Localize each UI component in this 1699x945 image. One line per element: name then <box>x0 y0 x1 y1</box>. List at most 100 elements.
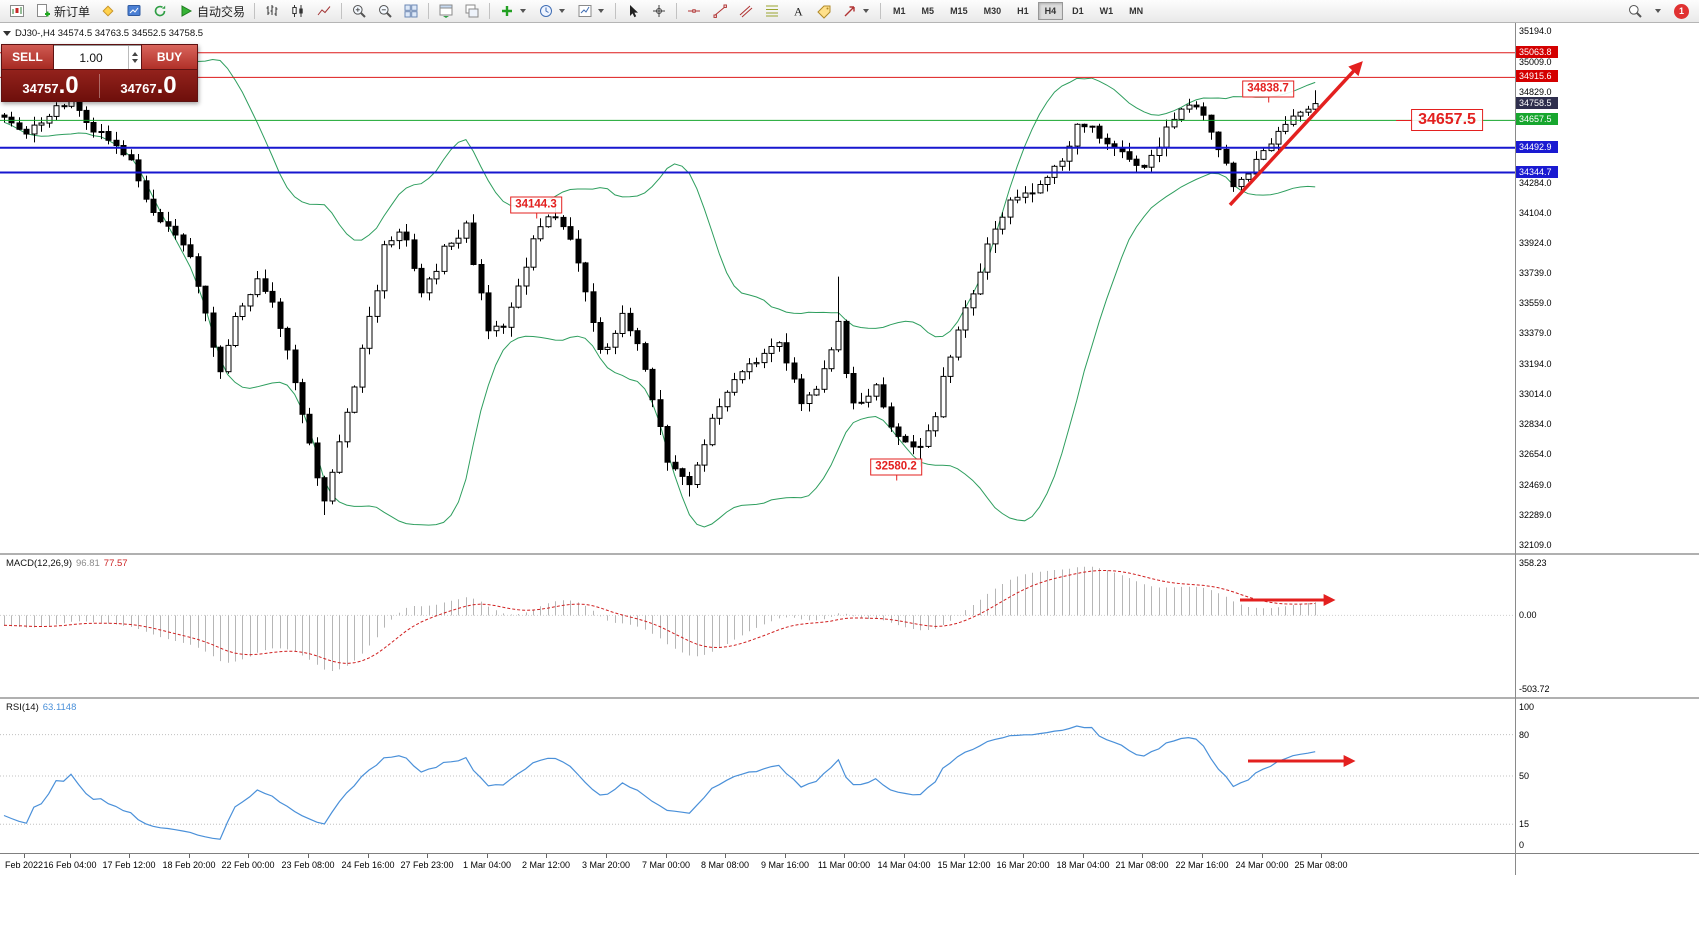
strategy-tester-button[interactable] <box>147 1 173 21</box>
fibonacci-button[interactable] <box>759 1 785 21</box>
templates-button[interactable] <box>572 1 611 21</box>
search-button[interactable] <box>1622 1 1648 21</box>
cascade-windows-button[interactable] <box>459 1 485 21</box>
arrange-windows-button[interactable] <box>433 1 459 21</box>
time-tick <box>487 854 488 858</box>
volume-down-button[interactable] <box>132 59 138 63</box>
oneclick-toggle-icon[interactable] <box>3 31 11 36</box>
macd-label: MACD(12,26,9) 96.81 77.57 <box>6 558 128 569</box>
notification-badge[interactable]: 1 <box>1674 3 1689 19</box>
volume-up-button[interactable] <box>132 52 138 56</box>
time-axis-label: 27 Feb 23:00 <box>400 860 454 870</box>
price-annotation[interactable]: 34657.5 <box>1396 109 1483 131</box>
time-tick <box>1023 854 1024 858</box>
timeframe-m1-button[interactable]: M1 <box>893 6 906 16</box>
price-annotation[interactable]: 34144.3 <box>510 196 562 219</box>
price-axis-label: 33014.0 <box>1519 389 1552 400</box>
timeframe-h1-button[interactable]: H1 <box>1017 6 1029 16</box>
time-tick <box>844 854 845 858</box>
chevron-down-icon <box>520 9 527 13</box>
time-axis-label: 14 Mar 04:00 <box>877 860 931 870</box>
new-chart-button[interactable] <box>4 1 30 21</box>
time-axis-label: 16 Feb 04:00 <box>43 860 97 870</box>
price-badge: 35063.8 <box>1516 45 1558 58</box>
time-axis-label: 11 Mar 00:00 <box>817 860 871 870</box>
text-label-button[interactable] <box>811 1 837 21</box>
timeframe-d1-button[interactable]: D1 <box>1072 6 1084 16</box>
sell-button[interactable]: SELL <box>2 45 54 69</box>
line-icon <box>316 3 332 19</box>
price-badge: 34657.5 <box>1516 113 1558 126</box>
symbol-ohlc-label: DJ30-,H4 34574.5 34763.5 34552.5 34758.5 <box>15 28 204 39</box>
price-axis[interactable]: 35194.035009.034829.034649.034284.034104… <box>1516 23 1698 553</box>
price-axis-label: 33194.0 <box>1519 359 1552 370</box>
price-annotation[interactable]: 34838.7 <box>1242 80 1294 103</box>
metaeditor-icon <box>100 3 116 19</box>
timeframe-m15-button[interactable]: M15 <box>950 6 968 16</box>
timeframe-h4-button[interactable]: H4 <box>1037 2 1064 20</box>
price-chart-pane[interactable]: DJ30-,H4 34574.5 34763.5 34552.5 34758.5… <box>0 23 1699 553</box>
buy-button[interactable]: BUY <box>141 45 197 69</box>
tile-windows-button[interactable] <box>398 1 424 21</box>
price-axis-label: 34104.0 <box>1519 207 1552 218</box>
periods-button[interactable] <box>533 1 572 21</box>
timeframe-w1-button[interactable]: W1 <box>1099 6 1114 16</box>
arrows-shapes-button[interactable] <box>837 1 876 21</box>
time-tick <box>1321 854 1322 858</box>
macd-signal-value: 77.57 <box>103 558 128 569</box>
svg-text:A: A <box>794 5 803 19</box>
rsi-axis-label: 50 <box>1519 771 1530 781</box>
timeframe-mn-button[interactable]: MN <box>1129 6 1144 16</box>
bar-chart-button[interactable] <box>259 1 285 21</box>
candlestick-chart-button[interactable] <box>285 1 311 21</box>
timeframe-m5-button[interactable]: M5 <box>921 6 935 16</box>
time-axis-label: 17 Feb 12:00 <box>102 860 156 870</box>
macd-pane[interactable]: MACD(12,26,9) 96.81 77.57 358.23 0.00 -503.7… <box>0 553 1699 697</box>
price-axis-label: 35009.0 <box>1519 56 1552 67</box>
label-icon <box>816 3 832 19</box>
horizontal-line-button[interactable] <box>681 1 707 21</box>
time-axis-label: 22 Feb 00:00 <box>221 860 275 870</box>
time-axis-label: 8 Mar 08:00 <box>700 860 750 870</box>
line-chart-button[interactable] <box>311 1 337 21</box>
price-axis-label: 34829.0 <box>1519 86 1552 97</box>
rsi-pane[interactable]: RSI(14) 63.1148 100 80 50 15 0 <box>0 697 1699 853</box>
sell-price-frac: .0 <box>58 71 79 99</box>
new-order-button[interactable]: 新订单 <box>30 1 95 21</box>
toolbar-more-button[interactable] <box>1648 1 1668 21</box>
hline-icon <box>686 3 702 19</box>
search-icon <box>1627 3 1643 19</box>
price-annotation[interactable]: 32580.2 <box>870 458 922 481</box>
new-order-icon <box>35 3 51 19</box>
terminal-button[interactable] <box>121 1 147 21</box>
time-axis-label: 15 Mar 12:00 <box>937 860 991 870</box>
zoom-in-button[interactable] <box>346 1 372 21</box>
price-axis-label: 34284.0 <box>1519 177 1552 188</box>
autotrading-button[interactable]: 自动交易 <box>173 1 250 21</box>
timeframe-m30-button[interactable]: M30 <box>983 6 1002 16</box>
toolbar-separator <box>880 3 882 19</box>
price-axis-label: 32469.0 <box>1519 480 1552 491</box>
indicators-button[interactable] <box>494 1 533 21</box>
cursor-icon <box>625 3 641 19</box>
macd-chart[interactable] <box>0 555 1515 697</box>
trendline-button[interactable] <box>707 1 733 21</box>
rsi-axis-label: 15 <box>1519 819 1530 830</box>
buy-price-frac: .0 <box>156 71 177 99</box>
metaeditor-button[interactable] <box>95 1 121 21</box>
macd-name: MACD(12,26,9) <box>6 558 72 569</box>
candlestick-chart[interactable] <box>0 23 1515 553</box>
cursor-button[interactable] <box>620 1 646 21</box>
time-axis[interactable]: Feb 2022 16 Feb 04:00 17 Feb 12:00 18 Feb 2… <box>0 853 1699 875</box>
zoom-out-button[interactable] <box>372 1 398 21</box>
time-axis-label: 23 Feb 08:00 <box>281 860 335 870</box>
macd-main-value: 96.81 <box>76 558 100 569</box>
price-badge: 34915.6 <box>1516 70 1558 83</box>
text-button[interactable]: A <box>785 1 811 21</box>
equidistant-channel-button[interactable] <box>733 1 759 21</box>
toolbar-separator <box>254 3 256 19</box>
crosshair-button[interactable] <box>646 1 672 21</box>
rsi-chart[interactable] <box>0 699 1515 853</box>
volume-input[interactable]: 1.00 <box>54 45 141 69</box>
buy-price: 34767.0 <box>100 71 197 99</box>
